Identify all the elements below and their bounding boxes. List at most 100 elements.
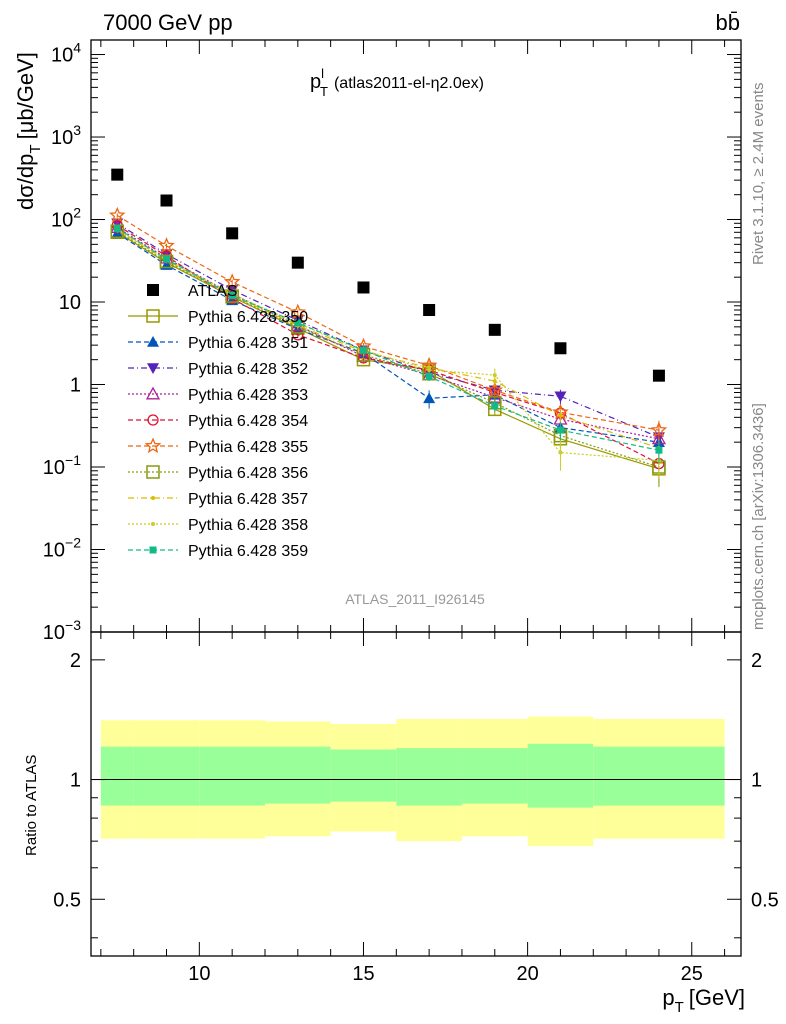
x-axis-label-sub: T	[675, 999, 684, 1016]
data-point	[423, 392, 436, 404]
data-point	[225, 289, 239, 303]
data-point	[427, 367, 432, 372]
data-point	[159, 254, 174, 269]
ratio-y-tick-label-right: 0.5	[751, 889, 779, 911]
data-point	[556, 426, 564, 434]
data-point	[492, 373, 497, 378]
data-point	[425, 373, 433, 381]
data-point	[163, 255, 171, 263]
data-point	[158, 237, 175, 253]
main-y-tick-label-base: 10	[51, 210, 73, 232]
data-point	[147, 336, 159, 347]
main-y-tick-label: 104	[51, 40, 81, 67]
main-y-tick-label: 10−2	[43, 535, 81, 562]
stat-uncertainty-band	[527, 743, 594, 808]
ratio-panel: 2 2 1 1 0.5 0.5 10 15 20 25	[53, 40, 779, 985]
data-point	[146, 465, 160, 479]
data-point	[655, 446, 663, 454]
legend-label: Pythia 6.428 357	[188, 491, 308, 508]
series-pythia-6-428-359	[113, 224, 663, 463]
data-point	[652, 369, 665, 382]
stat-uncertainty-band	[133, 746, 200, 806]
main-y-tick-label-base: 10	[59, 292, 81, 314]
main-y-tick-label: 1	[70, 375, 81, 397]
rivet-version-label: Rivet 3.1.10, ≥ 2.4M events	[750, 83, 767, 266]
data-point	[294, 319, 302, 327]
header: 7000 GeV pp bb̄	[103, 10, 740, 35]
ratio-y-tick-label-right: 2	[751, 650, 762, 672]
legend-label: ATLAS	[188, 283, 238, 300]
mcplots-reference-label: mcplots.cern.ch [arXiv:1306.3436]	[750, 403, 767, 630]
data-point	[111, 168, 124, 181]
series-line	[116, 226, 660, 440]
data-point	[423, 304, 436, 317]
plot-title-rest: (atlas2011-el-η2.0ex)	[334, 75, 484, 92]
data-point	[558, 450, 563, 455]
legend-label: Pythia 6.428 354	[188, 413, 308, 430]
ratio-y-tick-label: 2	[70, 650, 81, 672]
legend-label: Pythia 6.428 358	[188, 517, 308, 534]
ratio-y-tick-label: 0.5	[53, 889, 81, 911]
stat-uncertainty-band	[330, 749, 397, 802]
data-point	[291, 256, 304, 269]
ratio-y-tick-label: 1	[70, 770, 81, 792]
data-point	[554, 391, 567, 403]
main-y-tick-label: 102	[51, 205, 81, 232]
x-tick-label: 20	[516, 963, 538, 985]
main-y-tick-label-exponent: 3	[73, 122, 81, 138]
legend-label: Pythia 6.428 351	[188, 335, 308, 352]
data-point	[151, 496, 155, 500]
main-y-tick-label-base: 1	[70, 375, 81, 397]
plot-title: pl T (atlas2011-el-η2.0ex)	[310, 66, 484, 99]
data-point	[486, 381, 503, 398]
x-axis-label-unit: [GeV]	[689, 985, 745, 1010]
plot-title-sup: l	[321, 66, 324, 81]
data-point	[149, 546, 157, 554]
ratio-y-tick-label-right: 1	[751, 770, 762, 792]
legend-label: Pythia 6.428 355	[188, 439, 308, 456]
stat-uncertainty-band	[396, 748, 462, 806]
main-y-axis-label-unit: [μb/GeV]	[13, 52, 38, 139]
data-point	[554, 342, 567, 355]
data-point	[228, 291, 236, 299]
x-tick-label: 25	[681, 963, 703, 985]
data-point	[558, 413, 563, 418]
main-y-tick-label: 10−1	[43, 452, 81, 479]
series-line	[116, 230, 660, 468]
series-atlas	[111, 168, 665, 382]
main-y-tick-label: 103	[51, 122, 81, 149]
main-y-tick-label-exponent: 4	[73, 40, 81, 56]
legend-label: Pythia 6.428 353	[188, 387, 308, 404]
stat-uncertainty-band	[100, 746, 134, 806]
main-y-tick-label-exponent: −3	[65, 617, 81, 633]
data-point	[491, 402, 499, 410]
data-point	[160, 194, 173, 207]
data-point	[488, 323, 501, 336]
stat-uncertainty-band	[593, 746, 725, 806]
main-y-tick-label: 10−3	[43, 617, 81, 644]
data-point	[292, 329, 304, 341]
data-point	[359, 346, 367, 354]
x-tick-label: 15	[352, 963, 374, 985]
legend-label: Pythia 6.428 356	[188, 465, 308, 482]
process-label: bb̄	[716, 10, 740, 35]
main-y-tick-label-exponent: −1	[65, 452, 81, 468]
data-point	[289, 303, 307, 320]
main-y-axis-label-sub: T	[27, 144, 44, 153]
main-y-tick-label-base: 10	[51, 127, 73, 149]
main-y-tick-label: 10	[59, 292, 81, 314]
data-point	[147, 284, 159, 296]
data-point	[113, 224, 121, 232]
analysis-id-label: ATLAS_2011_I926145	[345, 591, 485, 607]
legend-label: Pythia 6.428 359	[188, 543, 308, 560]
data-point	[145, 386, 161, 400]
main-y-tick-label-exponent: 2	[73, 205, 81, 221]
plot-title-sub: T	[320, 84, 328, 99]
main-y-tick-label-base: 10	[43, 540, 65, 562]
series-line	[116, 214, 660, 431]
data-point	[650, 421, 668, 438]
series-line	[116, 222, 660, 438]
stat-uncertainty-band	[461, 748, 528, 804]
side-labels: Rivet 3.1.10, ≥ 2.4M events mcplots.cern…	[750, 83, 767, 631]
